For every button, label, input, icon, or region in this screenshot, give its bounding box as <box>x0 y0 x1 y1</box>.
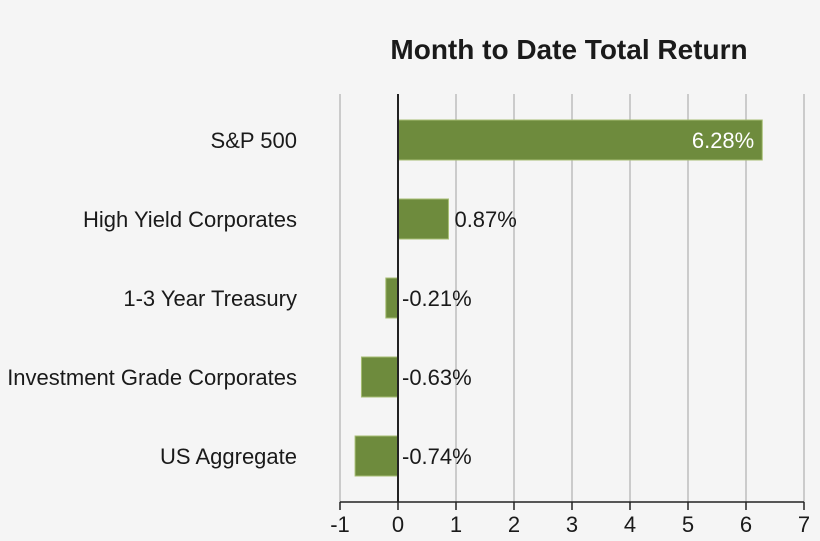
data-label: -0.63% <box>402 365 472 390</box>
category-label: US Aggregate <box>160 444 297 469</box>
x-tick-label: 5 <box>682 512 694 537</box>
x-tick-label: 3 <box>566 512 578 537</box>
x-tick-label: 4 <box>624 512 636 537</box>
category-label: S&P 500 <box>211 128 297 153</box>
data-label: -0.74% <box>402 444 472 469</box>
data-label: 0.87% <box>454 207 516 232</box>
chart-title: Month to Date Total Return <box>390 34 748 65</box>
bar <box>397 198 449 240</box>
x-tick-label: -1 <box>330 512 350 537</box>
data-label: -0.21% <box>402 286 472 311</box>
x-tick-label: 7 <box>798 512 810 537</box>
x-tick-label: 2 <box>508 512 520 537</box>
category-label: Investment Grade Corporates <box>7 365 297 390</box>
bar <box>354 435 399 477</box>
bar <box>397 119 763 161</box>
x-tick-label: 6 <box>740 512 752 537</box>
bar <box>360 356 399 398</box>
x-tick-label: 1 <box>450 512 462 537</box>
x-tick-label: 0 <box>392 512 404 537</box>
data-label: 6.28% <box>692 128 754 153</box>
category-label: 1-3 Year Treasury <box>123 286 297 311</box>
bar <box>385 277 399 319</box>
category-label: High Yield Corporates <box>83 207 297 232</box>
